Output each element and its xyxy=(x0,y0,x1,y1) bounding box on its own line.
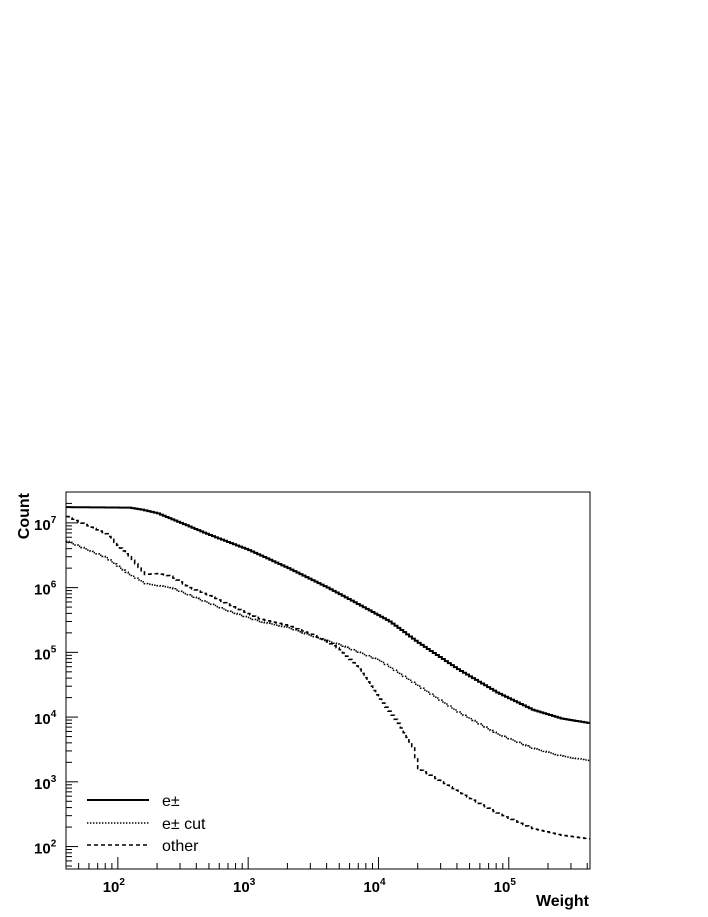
y-tick-label: 107 xyxy=(34,515,57,534)
x-tick-label-exp: 4 xyxy=(380,877,386,888)
x-tick-label-base: 10 xyxy=(363,879,380,896)
y-tick-label-base: 10 xyxy=(34,646,51,663)
y-tick-label-exp: 7 xyxy=(51,515,57,526)
axis-ticks xyxy=(65,491,588,869)
x-tick-label: 102 xyxy=(103,877,126,896)
y-tick-label-exp: 5 xyxy=(51,644,57,655)
y-tick-label: 104 xyxy=(34,709,57,728)
x-tick-label: 103 xyxy=(233,877,256,896)
x-tick-label-exp: 5 xyxy=(510,877,516,888)
y-tick-label-exp: 4 xyxy=(51,709,57,720)
legend-label-3: other xyxy=(162,838,199,855)
series-line-1 xyxy=(66,506,590,724)
legend: e± e± cut other xyxy=(87,793,206,855)
x-tick-label: 105 xyxy=(494,877,517,896)
plot-frame xyxy=(65,491,591,870)
y-tick-label: 106 xyxy=(34,580,57,599)
y-tick-label-base: 10 xyxy=(34,517,51,534)
y-tick-label-base: 10 xyxy=(34,841,51,858)
x-tick-label: 104 xyxy=(363,877,386,896)
y-tick-label-exp: 2 xyxy=(51,839,57,850)
y-tick-label: 102 xyxy=(34,839,57,858)
series-layer xyxy=(66,506,590,840)
x-tick-label-exp: 3 xyxy=(250,877,256,888)
x-tick-label-base: 10 xyxy=(494,879,511,896)
x-tick-label-base: 10 xyxy=(103,879,120,896)
y-tick-label-base: 10 xyxy=(34,776,51,793)
series-line-3 xyxy=(66,515,590,840)
y-tick-label: 105 xyxy=(34,644,57,663)
y-tick-label-base: 10 xyxy=(34,711,51,728)
series-line-2 xyxy=(66,540,590,762)
x-tick-label-base: 10 xyxy=(233,879,250,896)
x-tick-label-exp: 2 xyxy=(119,877,125,888)
y-axis-title: Count xyxy=(16,492,33,539)
legend-label-2: e± cut xyxy=(162,816,206,833)
y-tick-label: 103 xyxy=(34,774,57,793)
y-tick-label-exp: 6 xyxy=(51,580,57,591)
y-tick-label-base: 10 xyxy=(34,582,51,599)
y-tick-label-exp: 3 xyxy=(51,774,57,785)
legend-label-1: e± xyxy=(162,793,180,810)
x-axis-title: Weight xyxy=(536,893,590,910)
